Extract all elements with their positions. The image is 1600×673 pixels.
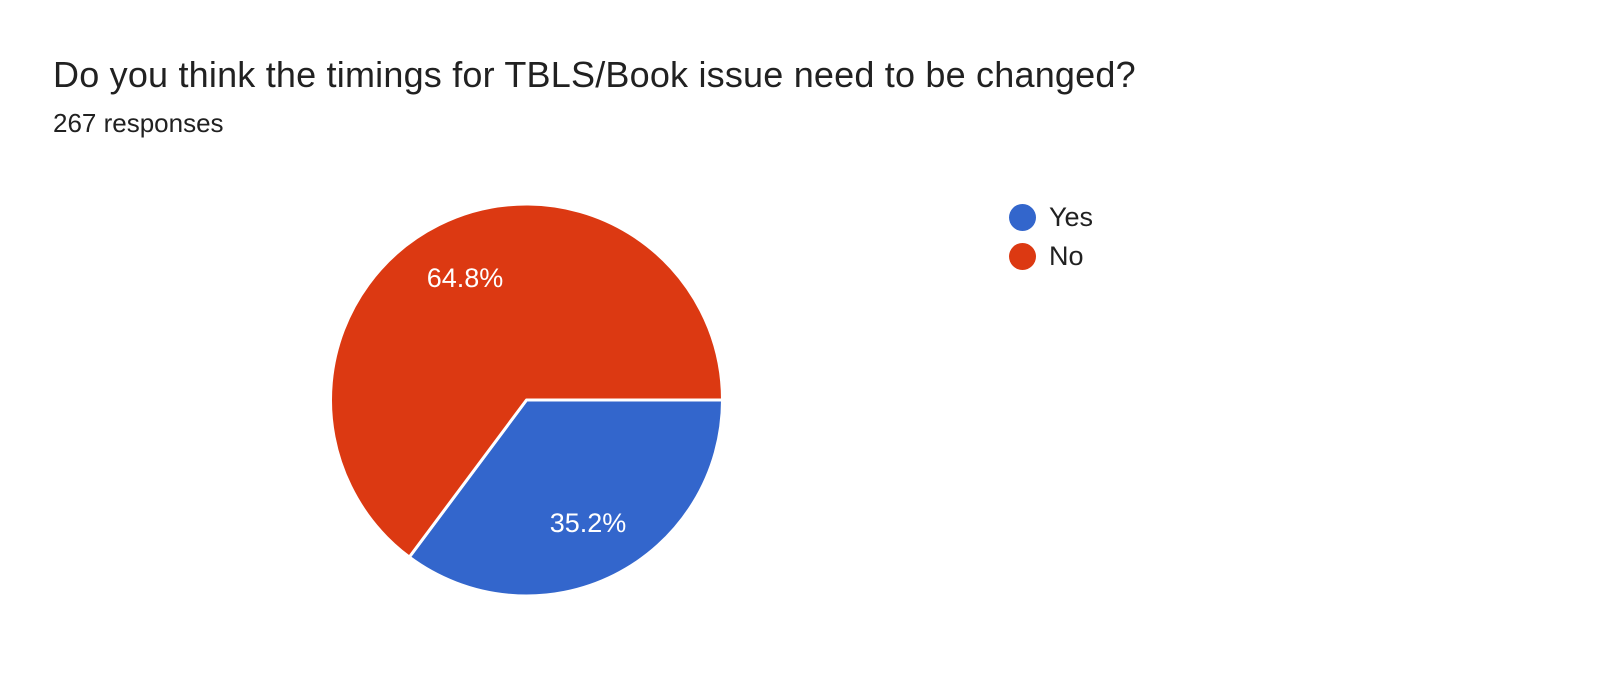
question-title: Do you think the timings for TBLS/Book i… <box>53 54 1136 95</box>
slice-percent-label: 64.8% <box>427 263 504 293</box>
pie-slice-yes[interactable] <box>407 398 724 598</box>
legend-item-no: No <box>1009 243 1093 270</box>
responses-count: 267 responses <box>53 108 224 138</box>
legend-item-yes: Yes <box>1009 204 1093 231</box>
legend-label-yes: Yes <box>1049 202 1094 232</box>
legend-label-no: No <box>1049 241 1084 271</box>
pie-slice-no[interactable] <box>329 202 724 559</box>
legend-swatch <box>1009 243 1036 270</box>
chart-legend: Yes No <box>1009 204 1093 270</box>
slice-percent-label: 35.2% <box>550 508 627 538</box>
question-header: Do you think the timings for TBLS/Book i… <box>53 54 1136 138</box>
legend-swatch <box>1009 204 1036 231</box>
